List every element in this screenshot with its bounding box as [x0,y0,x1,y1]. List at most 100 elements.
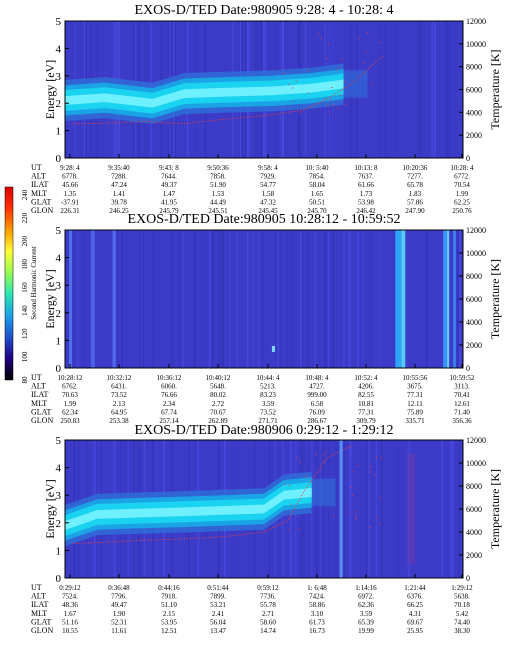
plot-area [68,230,461,368]
table-cell: 1.65 [311,190,324,198]
table-cell: 73.52 [260,408,276,416]
temperature-point [283,72,285,74]
table-cell: 25.95 [407,627,423,635]
table-cell: 11.61 [111,627,127,635]
colorbar-tick-label: 100 [21,351,29,362]
background-streak [328,230,330,368]
table-cell: 7288. [111,173,127,181]
table-cell: 7736. [260,593,276,601]
table-cell: 1.47 [163,190,176,198]
y-tick-label: 4 [56,253,62,265]
y-tick-label: 0 [56,153,62,165]
colorbar-label: Second Harmonic Current [30,246,38,320]
table-cell: 58.86 [309,601,325,609]
background-streak [142,230,144,368]
table-cell: 58.04 [309,181,325,189]
y2-tick-label: 0 [466,574,470,583]
temperature-point [305,475,308,477]
table-cell: -37.91 [61,198,80,206]
background-streak [316,440,318,578]
background-streak [307,230,309,368]
table-cell: 70.41 [454,391,470,399]
temperature-point [291,100,294,102]
background-streak [301,230,304,368]
table-cell: 9:50:36 [207,164,229,172]
table-cell: 1.67 [64,610,77,618]
y2-tick-label: 0 [466,364,470,373]
table-cell: 70.67 [210,408,226,416]
table-cell: 1.99 [64,400,77,408]
table-row-label: UT [31,373,42,382]
background-streak [417,21,421,158]
background-streak [425,230,428,368]
table-cell: 3.59 [360,610,373,618]
temperature-point [338,66,340,68]
table-cell: 62.34 [62,408,78,416]
table-cell: 9:28: 4 [60,164,80,172]
table-cell: 19.99 [358,627,374,635]
table-cell: 83.23 [260,391,276,399]
y2-tick-label: 8000 [466,272,482,281]
table-cell: 2.15 [163,610,176,618]
background-streak [368,440,370,578]
table-cell: 10.81 [358,400,374,408]
y2-tick-label: 8000 [466,63,482,72]
temperature-point [288,83,290,85]
table-cell: 7424. [309,593,325,601]
temperature-point [298,528,300,530]
background-streak [258,230,260,368]
table-cell: 6972. [358,593,374,601]
y2-tick-label: 6000 [466,295,482,304]
temperature-point [357,465,359,467]
background-streak [365,440,368,578]
y2-tick-label: 4000 [466,108,482,117]
y-tick-label: 1 [56,335,62,347]
table-row-label: GLON [31,206,53,215]
table-cell: 246.42 [356,207,376,215]
table-cell: 1.35 [64,190,77,198]
background-streak [204,230,206,368]
table-cell: 47.32 [260,198,276,206]
table-cell: 1.90 [113,610,126,618]
table-cell: 356.36 [452,417,472,425]
table-row-label: UT [31,163,42,172]
temperature-point [317,33,320,35]
table-cell: 247.90 [405,207,425,215]
table-row-label: MLT [31,399,47,408]
y2-axis-label: Temperature [K] [488,259,502,339]
y-tick-label: 5 [56,16,62,28]
table-cell: 1.58 [262,190,275,198]
table-cell: 10:40:12 [206,374,231,382]
plot-area [65,440,460,578]
temperature-point [355,515,357,517]
table-cell: 65.39 [358,618,374,626]
table-cell: 39.78 [111,198,127,206]
y2-tick-label: 12000 [466,226,486,235]
colorbar-tick-label: 80 [21,376,29,384]
background-streak [208,230,211,368]
table-cell: 62.36 [358,601,374,609]
background-streak [379,21,381,158]
colorbar-tick-label: 180 [21,259,29,270]
table-cell: 69.67 [407,618,423,626]
temperature-point [299,111,302,113]
background-streak [433,21,436,158]
background-streak [406,230,408,368]
table-cell: 5.42 [456,610,469,618]
y-tick-label: 5 [56,435,62,447]
table-cell: 74.40 [454,618,470,626]
temperature-point [339,94,342,96]
table-cell: 1.99 [456,190,469,198]
table-row-label: ALT [31,172,46,181]
temperature-point [307,70,309,72]
temperature-point [346,511,348,513]
background-streak [371,230,373,368]
table-cell: 10:44: 4 [256,374,280,382]
background-streak [446,21,449,158]
table-cell: 66.25 [407,601,423,609]
table-cell: 246.25 [109,207,129,215]
background-streak [228,230,230,368]
y-tick-label: 3 [56,280,62,292]
background-streak [375,440,378,578]
